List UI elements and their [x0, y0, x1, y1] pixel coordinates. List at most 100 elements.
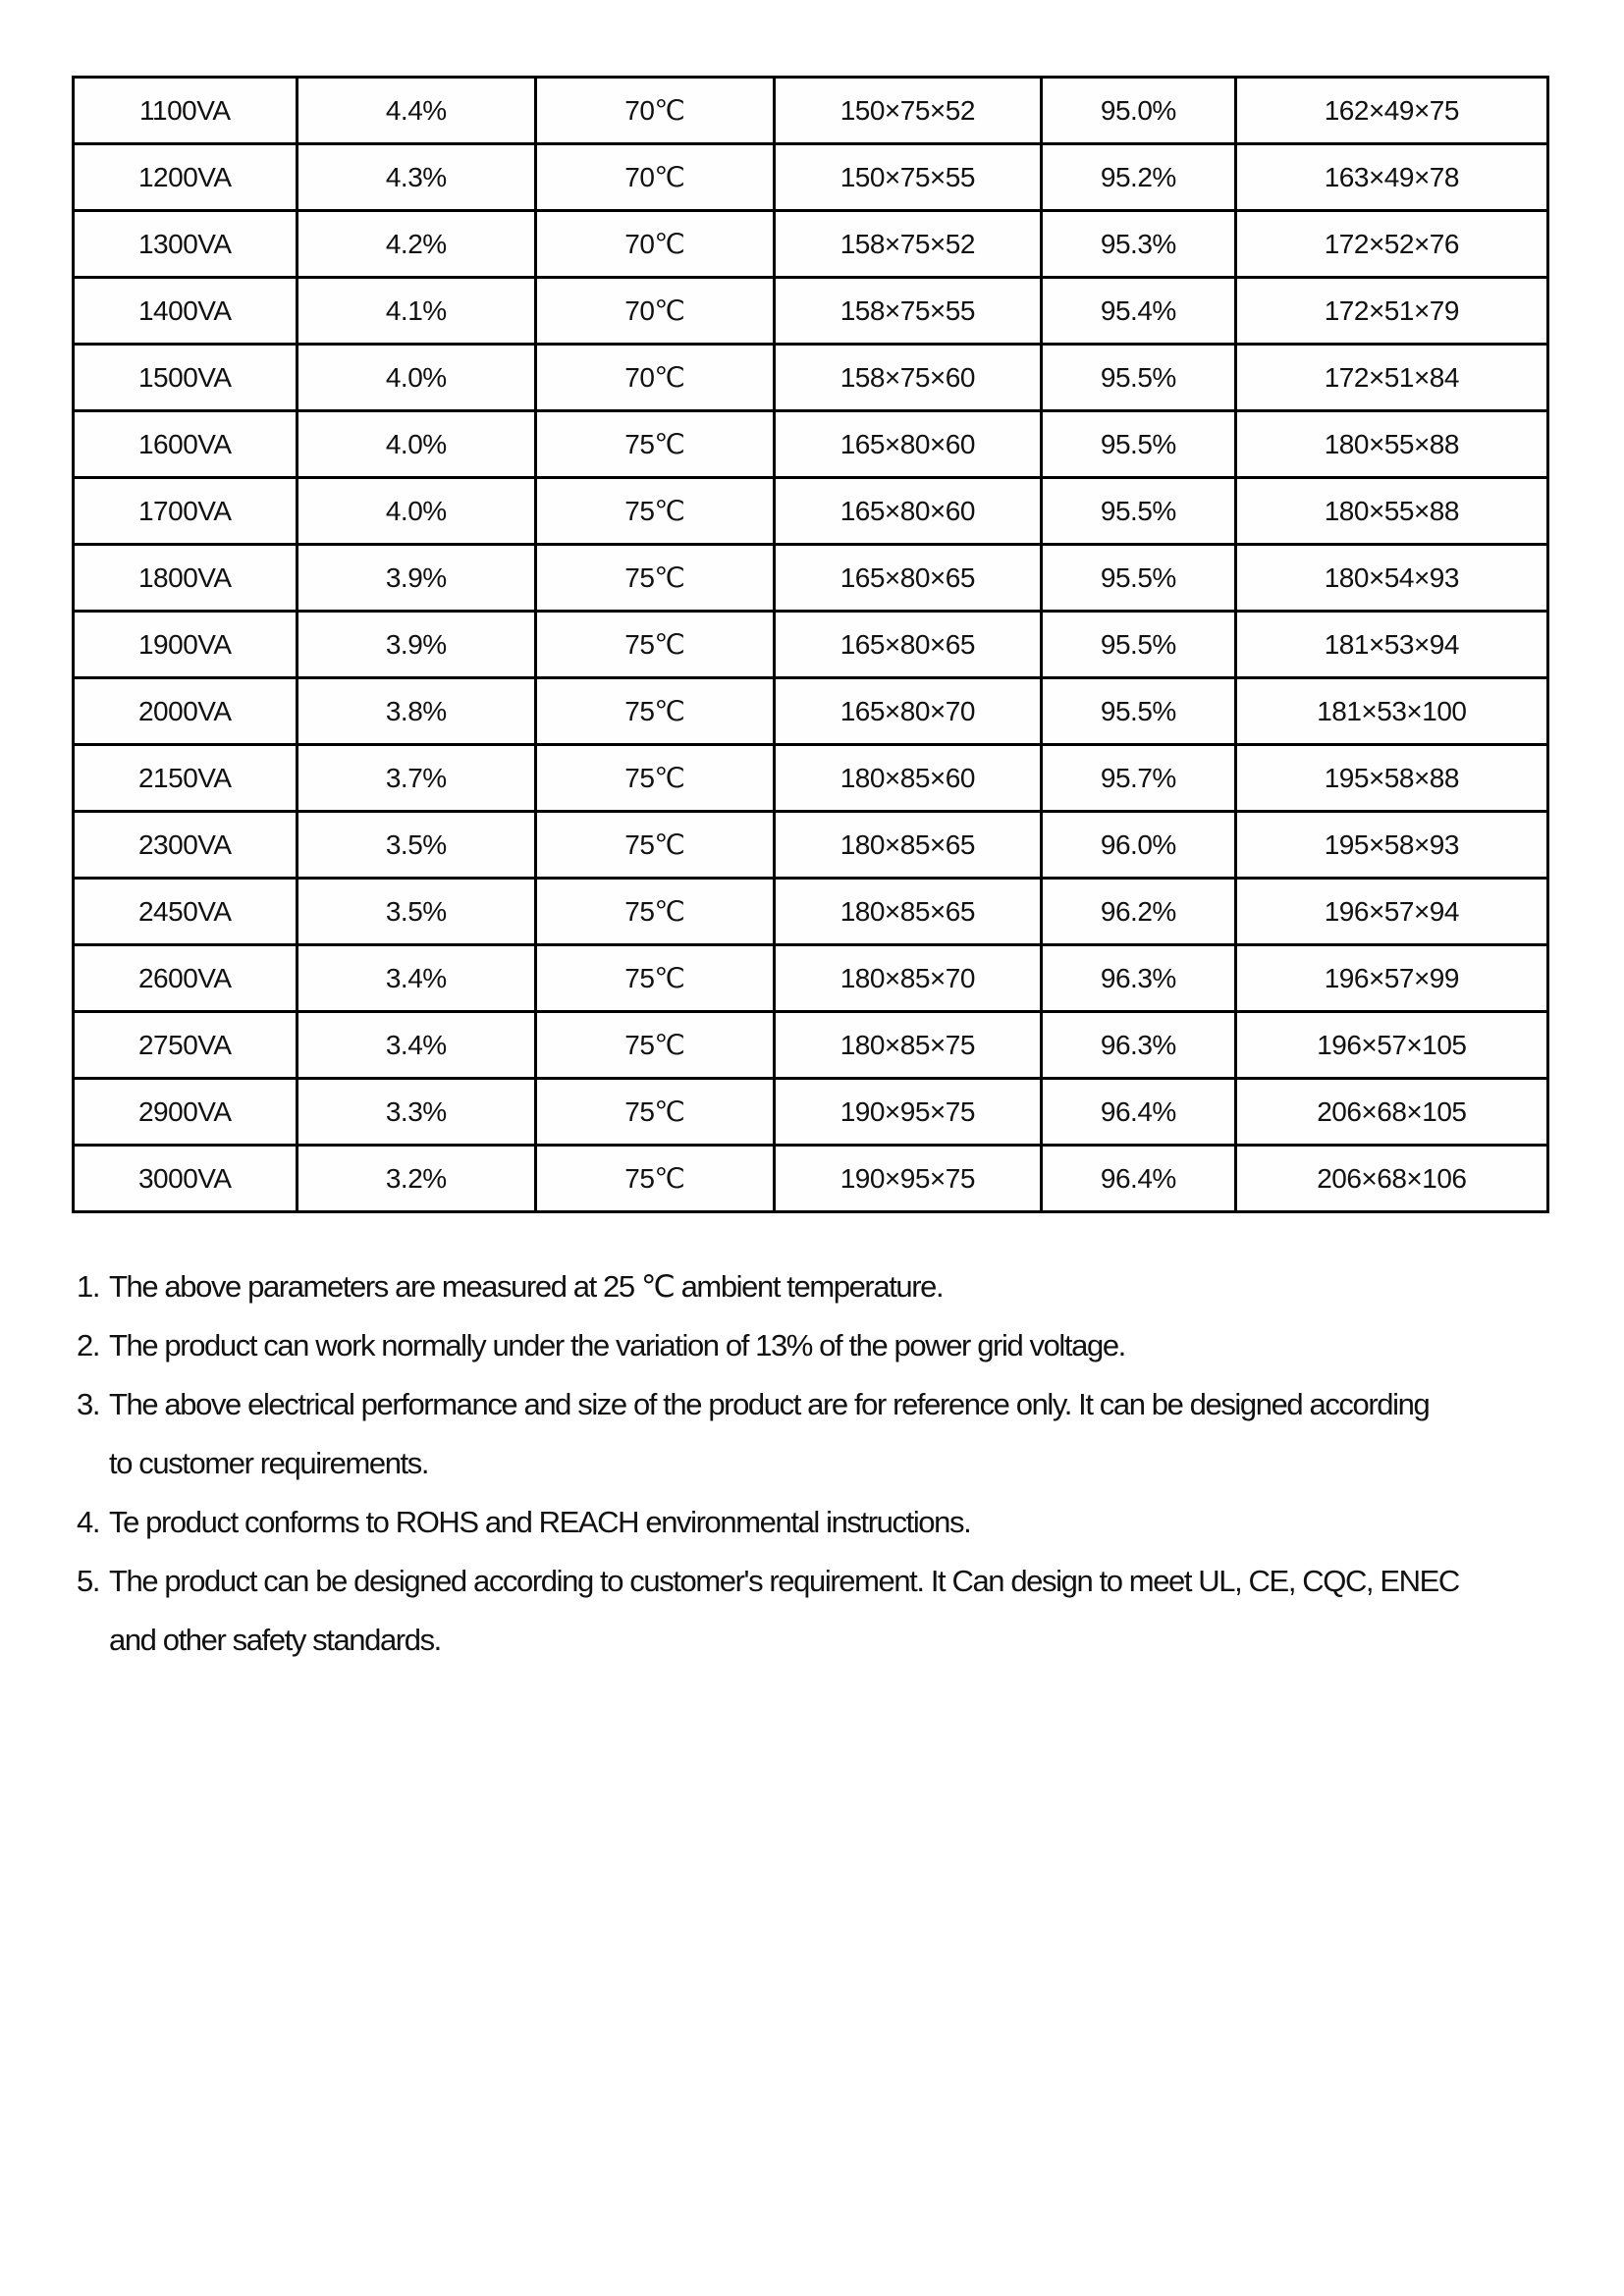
table-cell: 162×49×75 — [1233, 76, 1550, 145]
note-item: 1. The above parameters are measured at 2… — [77, 1257, 1594, 1316]
table-cell: 4.3% — [295, 142, 538, 212]
table-cell: 96.0% — [1040, 810, 1237, 880]
table-cell: 95.5% — [1040, 343, 1237, 412]
table-cell: 2750VA — [72, 1010, 298, 1080]
note-text-line: The product can be designed according to… — [109, 1564, 1460, 1598]
table-cell: 206×68×106 — [1233, 1144, 1550, 1213]
table-cell: 3.9% — [295, 543, 538, 613]
table-cell: 95.5% — [1040, 610, 1237, 679]
table-cell: 2000VA — [72, 676, 298, 746]
table-cell: 180×85×70 — [772, 943, 1044, 1013]
table-cell: 75℃ — [534, 1144, 776, 1213]
table-cell: 165×80×70 — [772, 676, 1044, 746]
table-cell: 3.9% — [295, 610, 538, 679]
notes-block: 1. The above parameters are measured at 2… — [77, 1257, 1594, 1670]
table-cell: 180×85×60 — [772, 743, 1044, 813]
table-cell: 3.4% — [295, 1010, 538, 1080]
note-text-line: Te product conforms to ROHS and REACH en… — [109, 1505, 972, 1539]
table-cell: 3.5% — [295, 877, 538, 946]
table-row: 1400VA 4.1% 70℃ 158×75×55 95.4% 172×51×79 — [72, 276, 1550, 346]
table-cell: 180×85×65 — [772, 877, 1044, 946]
table-cell: 181×53×100 — [1233, 676, 1550, 746]
table-cell: 158×75×55 — [772, 276, 1044, 346]
table-cell: 3.4% — [295, 943, 538, 1013]
table-cell: 95.7% — [1040, 743, 1237, 813]
table-row: 1300VA 4.2% 70℃ 158×75×52 95.3% 172×52×76 — [72, 209, 1550, 279]
table-cell: 3.5% — [295, 810, 538, 880]
table-row: 2450VA 3.5% 75℃ 180×85×65 96.2% 196×57×94 — [72, 877, 1550, 946]
table-cell: 75℃ — [534, 543, 776, 613]
note-number: 3. — [77, 1387, 100, 1421]
note-number: 4. — [77, 1505, 100, 1539]
table-cell: 1800VA — [72, 543, 298, 613]
table-cell: 172×51×84 — [1233, 343, 1550, 412]
table-cell: 3.7% — [295, 743, 538, 813]
table-cell: 180×55×88 — [1233, 476, 1550, 546]
table-cell: 70℃ — [534, 76, 776, 145]
table-cell: 95.5% — [1040, 409, 1237, 479]
table-cell: 95.5% — [1040, 476, 1237, 546]
table-cell: 206×68×105 — [1233, 1077, 1550, 1147]
table-cell: 165×80×60 — [772, 409, 1044, 479]
spec-table-container: 1100VA 4.4% 70℃ 150×75×52 95.0% 162×49×75 1200… — [72, 76, 1550, 1213]
note-text-line: to customer requirements. — [109, 1446, 429, 1480]
note-item: 5. The product can be designed according … — [77, 1552, 1594, 1670]
table-row: 2750VA 3.4% 75℃ 180×85×75 96.3% 196×57×105 — [72, 1010, 1550, 1080]
note-text-line: and other safety standards. — [109, 1623, 442, 1657]
table-cell: 96.3% — [1040, 943, 1237, 1013]
table-cell: 95.5% — [1040, 676, 1237, 746]
table-cell: 75℃ — [534, 743, 776, 813]
table-cell: 195×58×93 — [1233, 810, 1550, 880]
table-cell: 3.3% — [295, 1077, 538, 1147]
table-cell: 2300VA — [72, 810, 298, 880]
table-cell: 196×57×99 — [1233, 943, 1550, 1013]
note-item: 3. The above electrical performance and s… — [77, 1375, 1594, 1493]
table-row: 1100VA 4.4% 70℃ 150×75×52 95.0% 162×49×75 — [72, 76, 1550, 145]
table-cell: 195×58×88 — [1233, 743, 1550, 813]
table-cell: 4.1% — [295, 276, 538, 346]
note-text-line: The product can work normally under the … — [109, 1328, 1126, 1362]
table-cell: 96.2% — [1040, 877, 1237, 946]
spec-table-body: 1100VA 4.4% 70℃ 150×75×52 95.0% 162×49×75 1200… — [72, 76, 1550, 1213]
table-cell: 70℃ — [534, 142, 776, 212]
table-cell: 75℃ — [534, 610, 776, 679]
table-cell: 172×51×79 — [1233, 276, 1550, 346]
table-row: 2600VA 3.4% 75℃ 180×85×70 96.3% 196×57×99 — [72, 943, 1550, 1013]
table-cell: 75℃ — [534, 676, 776, 746]
table-cell: 163×49×78 — [1233, 142, 1550, 212]
table-cell: 1500VA — [72, 343, 298, 412]
table-cell: 1400VA — [72, 276, 298, 346]
table-cell: 96.4% — [1040, 1144, 1237, 1213]
table-cell: 180×54×93 — [1233, 543, 1550, 613]
table-cell: 158×75×60 — [772, 343, 1044, 412]
table-row: 1200VA 4.3% 70℃ 150×75×55 95.2% 163×49×78 — [72, 142, 1550, 212]
table-row: 1600VA 4.0% 75℃ 165×80×60 95.5% 180×55×88 — [72, 409, 1550, 479]
note-item: 2. The product can work normally under th… — [77, 1316, 1594, 1375]
table-row: 1800VA 3.9% 75℃ 165×80×65 95.5% 180×54×93 — [72, 543, 1550, 613]
table-cell: 70℃ — [534, 209, 776, 279]
table-row: 2300VA 3.5% 75℃ 180×85×65 96.0% 195×58×93 — [72, 810, 1550, 880]
table-cell: 4.0% — [295, 409, 538, 479]
table-row: 2150VA 3.7% 75℃ 180×85×60 95.7% 195×58×88 — [72, 743, 1550, 813]
table-cell: 95.3% — [1040, 209, 1237, 279]
table-cell: 4.2% — [295, 209, 538, 279]
table-cell: 180×55×88 — [1233, 409, 1550, 479]
table-cell: 180×85×75 — [772, 1010, 1044, 1080]
table-cell: 1300VA — [72, 209, 298, 279]
table-row: 2000VA 3.8% 75℃ 165×80×70 95.5% 181×53×100 — [72, 676, 1550, 746]
note-number: 2. — [77, 1328, 100, 1362]
table-cell: 181×53×94 — [1233, 610, 1550, 679]
table-cell: 4.0% — [295, 476, 538, 546]
table-cell: 190×95×75 — [772, 1144, 1044, 1213]
table-cell: 1700VA — [72, 476, 298, 546]
table-cell: 75℃ — [534, 877, 776, 946]
table-cell: 196×57×105 — [1233, 1010, 1550, 1080]
table-row: 1500VA 4.0% 70℃ 158×75×60 95.5% 172×51×84 — [72, 343, 1550, 412]
table-cell: 2600VA — [72, 943, 298, 1013]
table-row: 3000VA 3.2% 75℃ 190×95×75 96.4% 206×68×106 — [72, 1144, 1550, 1213]
table-cell: 150×75×55 — [772, 142, 1044, 212]
table-row: 1700VA 4.0% 75℃ 165×80×60 95.5% 180×55×88 — [72, 476, 1550, 546]
table-row: 1900VA 3.9% 75℃ 165×80×65 95.5% 181×53×94 — [72, 610, 1550, 679]
table-cell: 2450VA — [72, 877, 298, 946]
